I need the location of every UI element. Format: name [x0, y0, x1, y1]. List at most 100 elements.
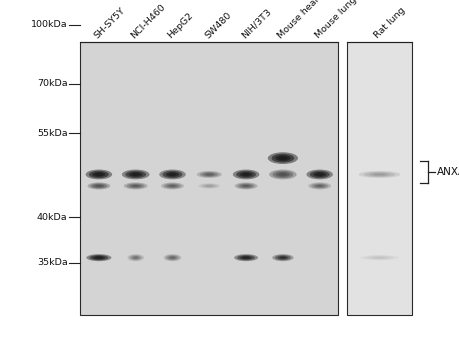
Ellipse shape: [87, 182, 110, 189]
Ellipse shape: [123, 182, 147, 189]
Ellipse shape: [203, 184, 214, 187]
Ellipse shape: [95, 173, 103, 176]
Ellipse shape: [275, 155, 290, 161]
Ellipse shape: [129, 184, 141, 188]
Ellipse shape: [240, 184, 251, 188]
Ellipse shape: [239, 172, 252, 177]
Text: 40kDa: 40kDa: [37, 212, 67, 222]
Ellipse shape: [167, 184, 178, 188]
Ellipse shape: [272, 171, 293, 178]
Ellipse shape: [275, 172, 289, 177]
Ellipse shape: [90, 255, 108, 260]
Ellipse shape: [196, 171, 221, 178]
Ellipse shape: [163, 254, 181, 261]
Text: SW480: SW480: [202, 10, 232, 40]
Ellipse shape: [169, 185, 175, 187]
Ellipse shape: [271, 154, 294, 162]
Ellipse shape: [274, 255, 290, 260]
Ellipse shape: [368, 173, 389, 176]
Ellipse shape: [168, 173, 176, 176]
Ellipse shape: [206, 185, 212, 187]
Ellipse shape: [242, 257, 249, 259]
Ellipse shape: [315, 173, 323, 176]
Ellipse shape: [202, 173, 215, 176]
Text: NCI-H460: NCI-H460: [129, 2, 167, 40]
Text: HepG2: HepG2: [166, 11, 195, 40]
Ellipse shape: [373, 257, 385, 258]
Ellipse shape: [363, 172, 394, 177]
Ellipse shape: [198, 183, 219, 189]
Ellipse shape: [159, 169, 185, 179]
Ellipse shape: [169, 257, 175, 259]
Ellipse shape: [316, 185, 322, 187]
Ellipse shape: [372, 173, 385, 175]
Ellipse shape: [92, 172, 105, 177]
Text: Rat lung: Rat lung: [372, 6, 407, 40]
Ellipse shape: [201, 184, 217, 188]
Ellipse shape: [93, 184, 104, 188]
Text: Mouse heart: Mouse heart: [276, 0, 324, 40]
Ellipse shape: [310, 183, 328, 189]
Ellipse shape: [129, 255, 142, 260]
Text: 70kDa: 70kDa: [37, 79, 67, 89]
Text: 35kDa: 35kDa: [37, 258, 67, 267]
Text: NIH/3T3: NIH/3T3: [239, 7, 272, 40]
Ellipse shape: [122, 169, 149, 179]
Ellipse shape: [237, 255, 254, 260]
Ellipse shape: [237, 183, 254, 189]
Ellipse shape: [95, 185, 102, 187]
Ellipse shape: [240, 256, 252, 259]
Text: Mouse lung: Mouse lung: [313, 0, 358, 40]
Ellipse shape: [278, 156, 287, 160]
Ellipse shape: [241, 173, 250, 176]
Ellipse shape: [132, 185, 139, 187]
Ellipse shape: [242, 185, 249, 187]
Ellipse shape: [235, 171, 256, 178]
Ellipse shape: [129, 172, 142, 177]
Text: ANXA7: ANXA7: [436, 167, 459, 177]
Ellipse shape: [364, 256, 393, 260]
Ellipse shape: [205, 173, 213, 175]
Ellipse shape: [161, 182, 184, 189]
Ellipse shape: [267, 152, 297, 164]
Ellipse shape: [86, 254, 111, 261]
Ellipse shape: [200, 172, 218, 177]
Ellipse shape: [313, 172, 325, 177]
Ellipse shape: [306, 169, 332, 179]
Ellipse shape: [162, 171, 182, 178]
Ellipse shape: [125, 171, 146, 178]
Ellipse shape: [168, 256, 177, 259]
Ellipse shape: [133, 257, 138, 259]
Bar: [347, 42, 411, 315]
Ellipse shape: [131, 173, 140, 176]
Ellipse shape: [279, 257, 285, 259]
Text: 55kDa: 55kDa: [37, 128, 67, 138]
Ellipse shape: [89, 171, 109, 178]
Bar: [80, 42, 337, 315]
Ellipse shape: [234, 182, 257, 189]
Ellipse shape: [272, 254, 293, 261]
Ellipse shape: [359, 255, 398, 260]
Ellipse shape: [95, 257, 102, 259]
Text: SH-SY5Y: SH-SY5Y: [92, 6, 127, 40]
Ellipse shape: [85, 169, 112, 179]
Ellipse shape: [166, 255, 179, 260]
Ellipse shape: [163, 183, 181, 189]
Ellipse shape: [166, 172, 179, 177]
Ellipse shape: [278, 173, 286, 176]
Ellipse shape: [127, 254, 144, 261]
Ellipse shape: [234, 254, 257, 261]
Ellipse shape: [308, 182, 330, 189]
Ellipse shape: [232, 169, 259, 179]
Ellipse shape: [277, 256, 288, 259]
Ellipse shape: [131, 256, 140, 259]
Ellipse shape: [313, 184, 325, 188]
Ellipse shape: [309, 171, 329, 178]
Ellipse shape: [92, 256, 105, 259]
Text: 100kDa: 100kDa: [31, 20, 67, 29]
Ellipse shape: [90, 183, 107, 189]
Ellipse shape: [269, 169, 296, 179]
Ellipse shape: [358, 171, 399, 178]
Ellipse shape: [127, 183, 145, 189]
Ellipse shape: [369, 256, 388, 259]
